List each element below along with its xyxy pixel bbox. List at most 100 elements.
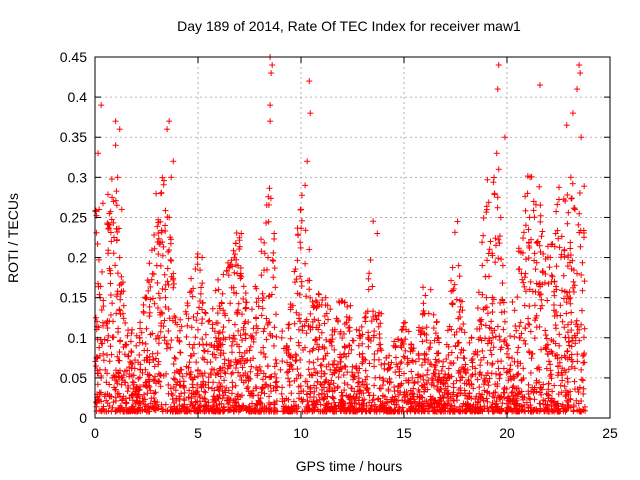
scatter-point xyxy=(432,330,439,337)
scatter-point xyxy=(271,370,278,377)
data-point xyxy=(116,254,123,261)
y-tick-label: 0 xyxy=(79,410,87,426)
scatter-point xyxy=(321,370,328,377)
scatter-point xyxy=(366,392,373,399)
scatter-point xyxy=(339,335,346,342)
scatter-point xyxy=(391,388,398,395)
scatter-point xyxy=(362,367,369,374)
scatter-point xyxy=(451,229,458,236)
scatter-point xyxy=(336,368,343,375)
scatter-point xyxy=(564,220,571,227)
scatter-point xyxy=(104,191,111,198)
scatter-point xyxy=(135,375,142,382)
scatter-point xyxy=(509,355,516,362)
scatter-point xyxy=(194,381,201,388)
scatter-point xyxy=(273,398,280,405)
scatter-point xyxy=(449,264,456,271)
data-point xyxy=(205,318,212,325)
data-point xyxy=(129,326,136,333)
scatter-point xyxy=(130,381,137,388)
scatter-point xyxy=(305,366,312,373)
scatter-point xyxy=(108,238,115,245)
scatter-point xyxy=(309,318,316,325)
scatter-point xyxy=(484,398,491,405)
scatter-point xyxy=(377,320,384,327)
scatter-point xyxy=(402,336,409,343)
scatter-point xyxy=(445,365,452,372)
scatter-point xyxy=(183,363,190,370)
scatter-point xyxy=(311,365,318,372)
scatter-point xyxy=(263,336,270,343)
scatter-point xyxy=(424,371,431,378)
data-point xyxy=(267,118,274,125)
scatter-point xyxy=(325,400,332,407)
scatter-point xyxy=(225,264,232,271)
scatter-point xyxy=(189,345,196,352)
scatter-point xyxy=(258,312,265,319)
data-point xyxy=(563,122,570,129)
scatter-point xyxy=(480,215,487,222)
scatter-point xyxy=(297,244,304,251)
scatter-point xyxy=(371,382,378,389)
scatter-point xyxy=(419,338,426,345)
scatter-point xyxy=(516,323,523,330)
scatter-point xyxy=(410,358,417,365)
scatter-point xyxy=(377,385,384,392)
scatter-point xyxy=(365,343,372,350)
y-tick-label: 0.3 xyxy=(68,169,88,185)
scatter-point xyxy=(188,275,195,282)
y-tick-label: 0.25 xyxy=(60,209,87,225)
scatter-point xyxy=(533,324,540,331)
scatter-point xyxy=(369,397,376,404)
scatter-point xyxy=(551,382,558,389)
scatter-point xyxy=(370,313,377,320)
scatter-point xyxy=(326,384,333,391)
data-point xyxy=(170,158,177,165)
scatter-point xyxy=(221,369,228,376)
scatter-point xyxy=(247,343,254,350)
scatter-point xyxy=(477,318,484,325)
scatter-point xyxy=(341,343,348,350)
scatter-point xyxy=(478,321,485,328)
scatter-point xyxy=(199,336,206,343)
scatter-point xyxy=(329,393,336,400)
scatter-point xyxy=(110,250,117,257)
scatter-point xyxy=(173,395,180,402)
scatter-point xyxy=(392,354,399,361)
scatter-point xyxy=(489,309,496,316)
scatter-point xyxy=(461,329,468,336)
scatter-point xyxy=(302,227,309,234)
scatter-point xyxy=(324,302,331,309)
scatter-point xyxy=(563,299,570,306)
scatter-point xyxy=(520,365,527,372)
scatter-point xyxy=(202,398,209,405)
scatter-point xyxy=(525,320,532,327)
scatter-point xyxy=(560,272,567,279)
scatter-point xyxy=(176,338,183,345)
data-point xyxy=(107,270,114,277)
scatter-point xyxy=(232,240,239,247)
scatter-point xyxy=(211,366,218,373)
scatter-point xyxy=(399,397,406,404)
scatter-point xyxy=(344,303,351,310)
scatter-point xyxy=(484,359,491,366)
scatter-point xyxy=(474,376,481,383)
scatter-point xyxy=(418,362,425,369)
scatter-point xyxy=(232,251,239,258)
chart-title: Day 189 of 2014, Rate Of TEC Index for r… xyxy=(177,18,521,34)
scatter-point xyxy=(335,403,342,410)
scatter-point xyxy=(298,278,305,285)
scatter-point xyxy=(411,379,418,386)
scatter-point xyxy=(194,388,201,395)
scatter-point xyxy=(411,378,418,385)
scatter-point xyxy=(338,365,345,372)
data-point xyxy=(493,150,500,157)
scatter-point xyxy=(203,341,210,348)
scatter-point xyxy=(113,310,120,317)
data-point xyxy=(306,78,313,85)
scatter-point xyxy=(261,325,268,332)
scatter-point xyxy=(152,355,159,362)
scatter-point xyxy=(337,351,344,358)
scatter-point xyxy=(486,375,493,382)
scatter-point xyxy=(253,285,260,292)
